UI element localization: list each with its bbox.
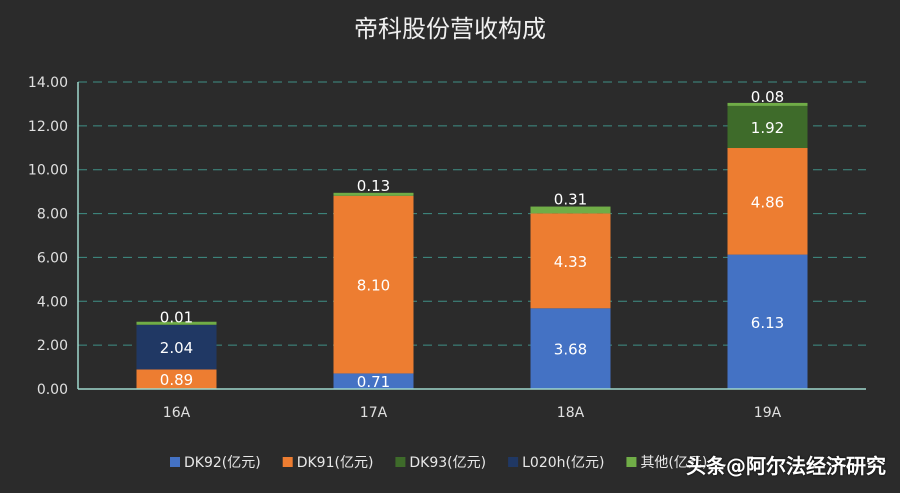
y-tick-label: 8.00: [37, 207, 68, 223]
legend: DK92(亿元) DK91(亿元) DK93(亿元) L020h(亿元) 其他(亿元): [170, 455, 707, 471]
bar-segment: [530, 308, 611, 389]
data-label: 1.92: [751, 119, 784, 137]
legend-swatch: [508, 457, 519, 467]
y-axis: 0.00 2.00 4.00 6.00 8.00 10.00 12.00 14.00: [28, 75, 79, 398]
bar-segment: [530, 206, 611, 214]
y-tick-label: 14.00: [28, 75, 68, 91]
legend-swatch: [170, 457, 180, 467]
bar-segment: [136, 369, 217, 389]
watermark: 头条@阿尔法经济研究: [686, 454, 886, 478]
bar-segment: [136, 324, 217, 370]
legend-swatch: [626, 457, 637, 467]
bar-segment: [727, 148, 808, 255]
data-label: 4.33: [554, 253, 587, 271]
bar-segment: [136, 321, 217, 325]
legend-swatch: [395, 457, 406, 467]
bar-segment: [727, 105, 808, 149]
x-tick-label: 17A: [360, 405, 388, 421]
legend-label: DK92(亿元): [184, 455, 261, 471]
bar-segment: [727, 254, 808, 389]
x-tick-label: 16A: [163, 405, 191, 421]
x-tick-label: 19A: [754, 405, 782, 421]
chart-title: 帝科股份营收构成: [354, 15, 546, 43]
data-label: 0.71: [357, 373, 390, 391]
legend-label: 其他(亿元): [640, 455, 707, 471]
legend-label: L020h(亿元): [522, 455, 604, 471]
data-label: 0.01: [160, 309, 193, 327]
legend-swatch: [282, 457, 293, 467]
data-label: 3.68: [554, 341, 587, 359]
y-tick-label: 2.00: [37, 338, 68, 354]
y-tick-label: 6.00: [37, 250, 68, 266]
data-label: 0.31: [554, 191, 587, 209]
y-tick-label: 10.00: [28, 163, 68, 179]
data-label: 0.08: [751, 88, 784, 106]
data-label: 0.13: [357, 177, 390, 195]
legend-label: DK91(亿元): [297, 455, 374, 471]
data-label: 8.10: [357, 277, 390, 295]
data-label: 2.04: [160, 339, 193, 357]
bar-segment: [333, 195, 414, 374]
bars: 0.89 2.04 0.01 0.71 8.10 0.13 3.68 4.33 0.31 6.13…: [136, 88, 808, 391]
y-tick-label: 0.00: [37, 382, 68, 398]
x-tick-label: 18A: [557, 405, 585, 421]
bar-segment: [530, 213, 611, 309]
legend-label: DK93(亿元): [409, 455, 486, 471]
y-tick-label: 4.00: [37, 294, 68, 310]
x-axis: 16A 17A 18A 19A: [78, 388, 866, 421]
data-label: 6.13: [751, 314, 784, 332]
grid-lines: [78, 81, 866, 346]
data-label: 4.86: [751, 193, 784, 211]
bar-segment: [333, 192, 414, 196]
bar-segment: [727, 102, 808, 106]
bar-segment: [333, 373, 414, 389]
data-label: 0.89: [160, 371, 193, 389]
y-tick-label: 12.00: [28, 119, 68, 135]
